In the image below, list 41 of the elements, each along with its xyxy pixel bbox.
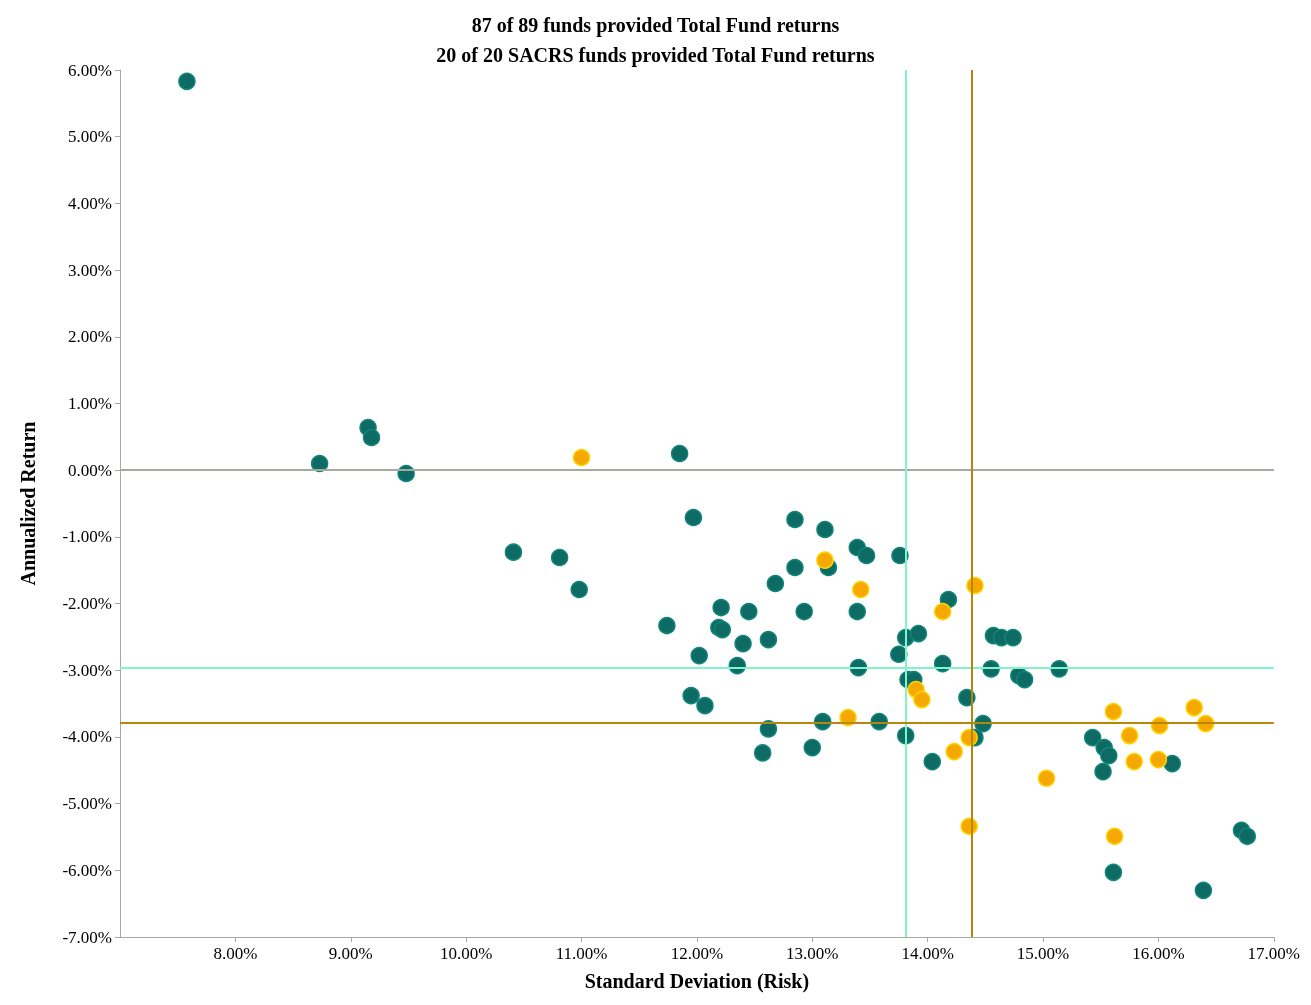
y-tick-label: -3.00% <box>62 660 112 680</box>
point <box>945 742 963 761</box>
point <box>1185 698 1203 717</box>
x-tick-label: 10.00% <box>439 944 493 963</box>
y-tick-label: -2.00% <box>62 594 112 614</box>
y-tick-label: 3.00% <box>68 260 112 280</box>
y-tick-label: -4.00% <box>62 727 112 747</box>
point <box>933 602 952 621</box>
y-tick-label: 5.00% <box>68 127 112 147</box>
x-tick-label: 15.00% <box>1016 944 1070 963</box>
chart-title: 87 of 89 funds provided Total Fund returns <box>471 14 840 37</box>
point <box>816 551 834 569</box>
point <box>1037 769 1056 788</box>
y-tick-label: 2.00% <box>68 327 112 347</box>
y-tick-label: -1.00% <box>62 527 112 547</box>
point <box>572 448 591 467</box>
y-tick-label: -6.00% <box>62 860 112 880</box>
y-tick-label: -5.00% <box>62 794 112 814</box>
point <box>913 690 931 709</box>
x-tick-label: 11.00% <box>555 944 608 963</box>
y-tick-label: -7.00% <box>62 927 112 947</box>
point <box>1105 827 1124 846</box>
y-tick-label: 6.00% <box>68 60 112 80</box>
chart-subtitle: 20 of 20 SACRS funds provided Total Fund returns <box>436 44 875 67</box>
point <box>1120 726 1139 745</box>
x-tick-label: 13.00% <box>786 944 839 963</box>
y-tick-label: 1.00% <box>68 393 112 413</box>
x-tick-label: 17.00% <box>1247 944 1301 963</box>
x-tick-label: 8.00% <box>213 944 258 963</box>
y-tick-label: 4.00% <box>68 193 112 213</box>
point <box>1125 752 1143 771</box>
x-axis-title: Standard Deviation (Risk) <box>584 970 810 993</box>
point <box>852 580 870 599</box>
x-tick-label: 16.00% <box>1132 944 1185 963</box>
x-tick-label: 12.00% <box>670 944 724 963</box>
y-axis-title: Annualized Return <box>17 421 39 586</box>
y-tick-label: 0.00% <box>68 460 112 480</box>
x-tick-label: 9.00% <box>328 944 373 963</box>
point <box>1149 750 1168 769</box>
point <box>1104 702 1123 721</box>
x-tick-label: 14.00% <box>901 944 954 963</box>
